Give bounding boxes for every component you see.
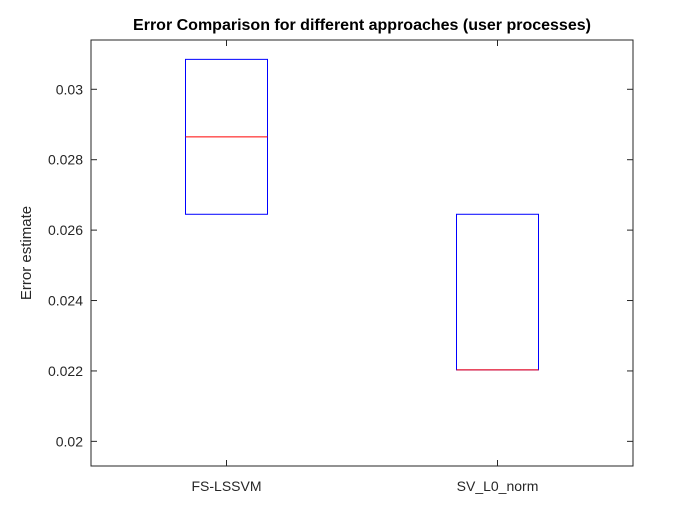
y-tick-label: 0.02 [56, 433, 83, 449]
y-tick-label: 0.022 [48, 363, 83, 379]
y-tick-label: 0.028 [48, 152, 83, 168]
y-axis-ticks: 0.02 0.022 0.024 0.026 0.028 0.03 [48, 81, 633, 449]
plot-area [90, 39, 634, 467]
x-tick-label: FS-LSSVM [191, 478, 261, 494]
x-axis-ticks: FS-LSSVM SV_L0_norm [191, 40, 538, 494]
chart-title: Error Comparison for different approache… [133, 17, 591, 34]
box-group [185, 58, 539, 371]
y-tick-label: 0.026 [48, 222, 83, 238]
y-tick-label: 0.03 [56, 81, 83, 97]
y-tick-label: 0.024 [48, 293, 83, 309]
box-sv-l0-norm [456, 213, 539, 371]
y-axis-title: Error estimate [18, 206, 35, 300]
x-tick-label: SV_L0_norm [457, 478, 539, 494]
